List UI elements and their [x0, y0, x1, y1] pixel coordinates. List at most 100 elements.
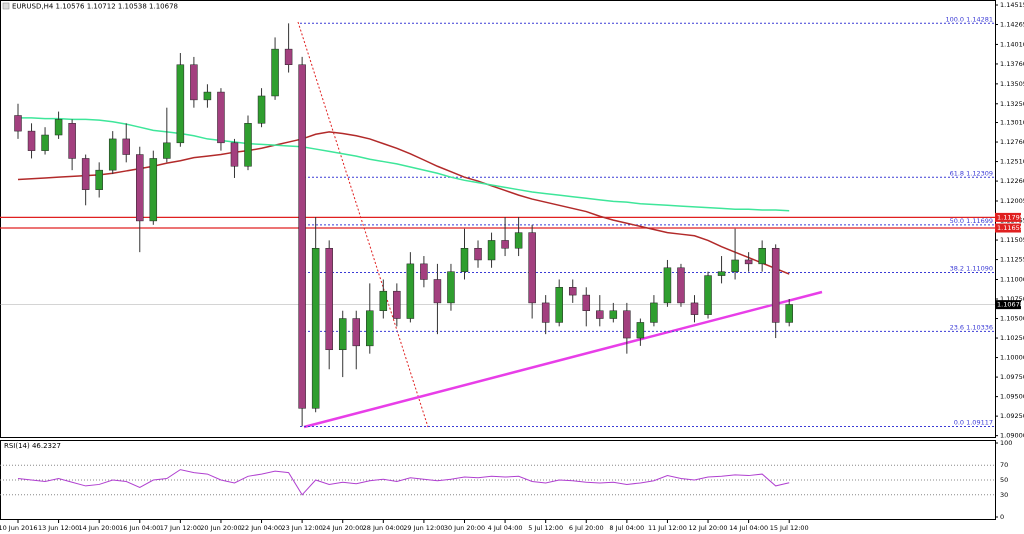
candle-body	[393, 290, 401, 319]
candle-body	[677, 267, 685, 304]
x-tick-label: 28 Jun 04:00	[363, 524, 404, 532]
y-tick-label: 1.10500	[1000, 315, 1024, 323]
y-tick-label: 1.09750	[1000, 373, 1024, 381]
y-tick-label: 100	[1000, 439, 1012, 447]
x-tick-label: 17 Jun 12:00	[160, 524, 201, 532]
candle-body	[203, 91, 212, 101]
y-tick-label: 1.12760	[1000, 138, 1024, 146]
candle-body	[352, 318, 360, 347]
price-label-box	[995, 300, 1021, 310]
x-tick-label: 22 Jun 04:00	[241, 524, 282, 532]
candle-body	[501, 240, 509, 249]
candle-body	[149, 158, 158, 222]
y-tick-label: 1.14265	[1000, 21, 1024, 29]
x-tick-label: 11 Jul 12:00	[648, 524, 687, 532]
rsi-title: RSI(14) 46.2327	[4, 442, 61, 450]
x-tick-label: 29 Jun 12:00	[403, 524, 444, 532]
candle-body	[366, 310, 374, 347]
moving-average	[18, 117, 790, 212]
fib-level-label: 0.0 1.09117	[954, 419, 993, 427]
candle-body	[163, 142, 171, 159]
candle-body	[311, 247, 320, 409]
candle-body	[420, 263, 428, 280]
candle-body	[14, 115, 22, 132]
candle-body	[623, 310, 631, 339]
y-tick-label: 70	[1000, 461, 1008, 469]
symbol-icon	[2, 2, 10, 10]
candle-body	[650, 302, 658, 323]
x-tick-label: 8 Jul 04:00	[609, 524, 644, 532]
candle-body	[379, 290, 388, 311]
candle-body	[568, 287, 577, 296]
candle-body	[731, 259, 739, 272]
x-tick-label: 10 Jun 2016	[0, 524, 38, 532]
x-tick-label: 5 Jul 12:00	[528, 524, 563, 532]
x-tick-label: 30 Jun 20:00	[444, 524, 485, 532]
candle-body	[122, 138, 130, 155]
fib-level-label: 50.0 1.11699	[950, 217, 993, 225]
candle-body	[758, 247, 766, 265]
moving-average	[17, 131, 790, 275]
x-tick-label: 13 Jun 12:00	[38, 524, 79, 532]
trend-line	[303, 290, 823, 429]
candle-body	[487, 240, 496, 261]
y-tick-label: 1.09250	[1000, 412, 1024, 420]
y-tick-label: 1.12510	[1000, 158, 1024, 166]
y-tick-label: 1.09000	[1000, 432, 1024, 440]
fib-level-label: 100.0 1.14281	[945, 15, 993, 23]
candle-body	[514, 232, 523, 249]
price-label: 1.11795	[997, 213, 1024, 221]
x-tick-label: 16 Jun 04:00	[119, 524, 160, 532]
candle-body	[95, 169, 103, 190]
x-tick-label: 23 Jun 12:00	[281, 524, 322, 532]
candle-body	[108, 138, 117, 171]
x-tick-label: 4 Jul 04:00	[488, 524, 523, 532]
x-tick-label: 15 Jul 12:00	[770, 524, 809, 532]
candle-body	[704, 275, 712, 315]
candle-body	[555, 287, 563, 323]
candle-body	[298, 64, 306, 409]
candle-body	[609, 310, 618, 319]
y-tick-label: 1.11000	[1000, 275, 1024, 283]
y-tick-label: 1.14515	[1000, 1, 1024, 9]
candle-body	[663, 267, 672, 304]
rsi-line	[17, 469, 790, 496]
candle-body	[771, 247, 780, 323]
y-tick-label: 1.10250	[1000, 334, 1024, 342]
y-tick-label: 30	[1000, 491, 1008, 499]
candle-body	[190, 64, 198, 101]
price-label-box	[995, 223, 1021, 233]
y-tick-label: 50	[1000, 476, 1008, 484]
x-tick-label: 14 Jun 20:00	[79, 524, 120, 532]
candle-body	[785, 304, 793, 323]
candle-body	[41, 134, 49, 151]
y-tick-label: 1.11505	[1000, 236, 1024, 244]
candle-body	[460, 247, 469, 272]
y-tick-label: 1.13760	[1000, 60, 1024, 68]
chart-title: EURUSD,H4 1.10576 1.10712 1.10538 1.1067…	[12, 3, 178, 11]
candle-body	[433, 279, 442, 304]
candle-body	[596, 310, 604, 319]
candle-body	[54, 119, 63, 136]
candle-body	[636, 322, 645, 339]
fib-level-label: 23.6 1.10336	[950, 323, 993, 331]
candle-body	[690, 302, 699, 315]
y-tick-label: 1.13250	[1000, 100, 1024, 108]
candle-body	[541, 302, 550, 323]
price-label: 1.10678	[997, 301, 1024, 309]
candle-body	[406, 263, 415, 319]
candle-body	[176, 64, 185, 144]
candle-body	[284, 48, 293, 65]
candle-body	[230, 142, 239, 167]
x-tick-label: 12 Jul 20:00	[689, 524, 728, 532]
candle-body	[528, 232, 536, 304]
y-tick-label: 1.11255	[1000, 256, 1024, 264]
x-tick-label: 20 Jun 20:00	[200, 524, 241, 532]
y-tick-label: 1.12260	[1000, 177, 1024, 185]
y-tick-label: 1.13010	[1000, 119, 1024, 127]
y-tick-label: 1.14010	[1000, 40, 1024, 48]
fibonacci-base-line	[297, 21, 429, 428]
candle-body	[582, 294, 591, 311]
